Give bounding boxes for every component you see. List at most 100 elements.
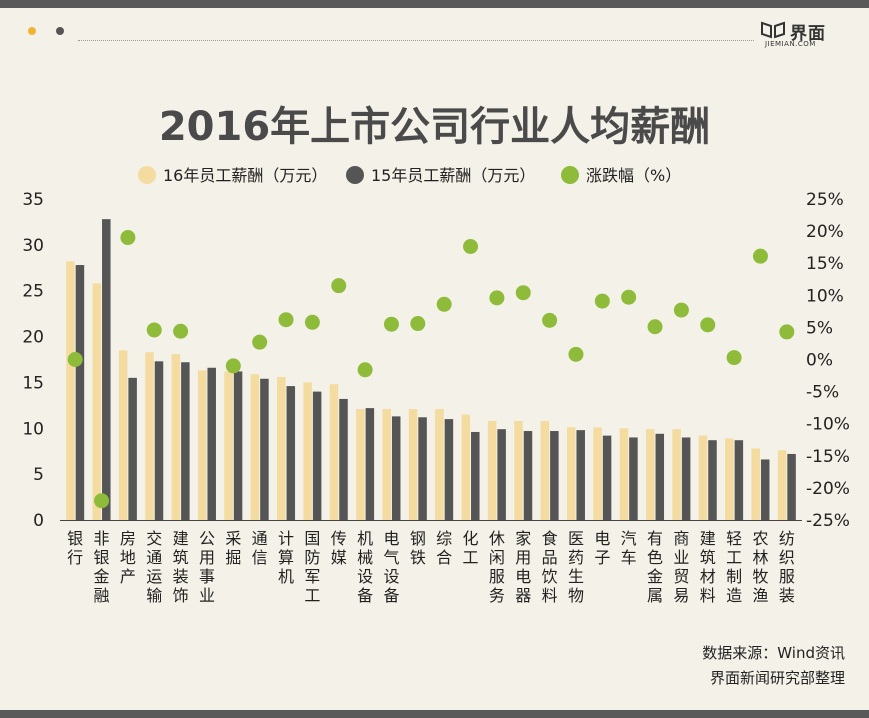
bar-15 bbox=[102, 219, 111, 521]
bar-15 bbox=[233, 371, 243, 520]
category-label: 造 bbox=[726, 586, 742, 605]
category-label: 料 bbox=[700, 586, 716, 605]
category-label: 农 bbox=[752, 529, 768, 548]
bar-15 bbox=[760, 459, 770, 520]
y-right-tick-label: -15% bbox=[806, 447, 850, 467]
change-point bbox=[568, 346, 584, 362]
logo-mark-icon bbox=[761, 21, 785, 39]
category-label: 金 bbox=[647, 567, 663, 586]
top-band bbox=[0, 0, 869, 8]
change-point bbox=[304, 314, 320, 330]
bar-15 bbox=[260, 378, 269, 520]
bar-15 bbox=[550, 431, 559, 520]
bar-16 bbox=[197, 370, 207, 520]
bar-15 bbox=[576, 430, 585, 520]
category-label: 合 bbox=[436, 548, 452, 567]
bar-16 bbox=[777, 450, 787, 520]
category-label: 业 bbox=[199, 586, 215, 605]
category-label: 制 bbox=[726, 567, 742, 586]
y-left-tick-label: 0 bbox=[33, 511, 44, 531]
change-point bbox=[146, 322, 162, 338]
change-point bbox=[779, 324, 795, 340]
legend-label: 15年员工薪酬（万元） bbox=[371, 166, 535, 185]
y-right-tick-label: 10% bbox=[806, 286, 844, 306]
bar-16 bbox=[118, 350, 128, 520]
bar-16 bbox=[593, 427, 602, 520]
category-label: 生 bbox=[568, 567, 584, 586]
chart-canvas: 0 5 10 15 20 25 30 35 -25% -20% -15% -10% -5% 0% 5% 10%… bbox=[22, 166, 850, 605]
category-label: 务 bbox=[489, 586, 505, 605]
bar-16 bbox=[646, 429, 655, 520]
jiemian-logo: 界面 JIEMIAN.COM bbox=[760, 18, 856, 50]
category-label: 工 bbox=[726, 548, 742, 567]
category-label: 地 bbox=[120, 548, 136, 567]
y-right-tick-label: -10% bbox=[806, 415, 850, 435]
legend-label: 16年员工薪酬（万元） bbox=[163, 166, 327, 185]
category-label: 属 bbox=[647, 586, 663, 605]
bar-16 bbox=[619, 428, 629, 520]
change-point bbox=[621, 289, 637, 305]
category-label: 饰 bbox=[173, 586, 189, 605]
y-left-tick-label: 25 bbox=[22, 282, 44, 302]
bar-15 bbox=[418, 417, 427, 520]
change-point bbox=[647, 319, 663, 335]
change-point bbox=[752, 248, 768, 264]
bar-15 bbox=[708, 440, 717, 520]
category-label: 输 bbox=[146, 586, 162, 605]
bar-15 bbox=[787, 453, 796, 520]
category-label: 国 bbox=[304, 529, 320, 548]
category-label: 气 bbox=[383, 548, 399, 567]
category-label: 掘 bbox=[225, 548, 241, 567]
y-right-tick-label: 0% bbox=[806, 351, 833, 371]
bar-16 bbox=[92, 283, 102, 520]
category-label: 装 bbox=[779, 586, 795, 605]
bar-16 bbox=[277, 376, 286, 520]
bar-15 bbox=[154, 361, 164, 520]
bar-15 bbox=[471, 431, 480, 520]
category-label: 休 bbox=[489, 529, 505, 548]
bar-15 bbox=[286, 386, 296, 520]
change-point bbox=[331, 278, 347, 294]
category-label: 业 bbox=[673, 548, 689, 567]
y-right-tick-label: 15% bbox=[806, 254, 844, 274]
bar-15 bbox=[365, 408, 375, 520]
change-point bbox=[67, 352, 83, 367]
y-right-tick-label: -20% bbox=[806, 479, 850, 499]
category-label: 建 bbox=[700, 529, 716, 548]
category-label: 林 bbox=[752, 548, 768, 567]
header-divider bbox=[78, 40, 754, 41]
y-left-tick-label: 5 bbox=[33, 465, 44, 485]
bar-15 bbox=[207, 367, 216, 520]
bar-16 bbox=[329, 384, 339, 520]
category-label: 设 bbox=[357, 567, 373, 586]
category-label: 钢 bbox=[410, 529, 426, 548]
change-point bbox=[278, 312, 294, 328]
category-label: 服 bbox=[489, 567, 505, 586]
bar-15 bbox=[602, 435, 612, 520]
legend-marker bbox=[346, 166, 364, 184]
category-label: 易 bbox=[673, 586, 689, 605]
change-point bbox=[700, 317, 716, 333]
logo-subtext: JIEMIAN.COM bbox=[765, 40, 816, 48]
category-label: 牧 bbox=[752, 567, 768, 586]
bar-15 bbox=[629, 437, 638, 520]
bar-15 bbox=[181, 362, 190, 520]
change-point bbox=[489, 290, 505, 306]
category-label: 机 bbox=[278, 567, 294, 586]
change-point bbox=[726, 350, 742, 366]
bar-16 bbox=[751, 448, 760, 520]
category-label: 军 bbox=[304, 567, 320, 586]
legend-label: 涨跌幅（%） bbox=[586, 166, 681, 185]
change-point bbox=[542, 312, 558, 328]
change-point bbox=[225, 358, 241, 374]
legend-marker bbox=[561, 166, 579, 184]
category-label: 家 bbox=[515, 529, 531, 548]
change-point bbox=[594, 293, 610, 309]
category-label: 媒 bbox=[331, 548, 347, 567]
orange-dot-icon bbox=[28, 27, 36, 35]
category-label: 传 bbox=[331, 529, 347, 548]
category-label: 筑 bbox=[173, 548, 189, 567]
category-label: 设 bbox=[383, 567, 399, 586]
category-label: 电 bbox=[383, 529, 399, 548]
